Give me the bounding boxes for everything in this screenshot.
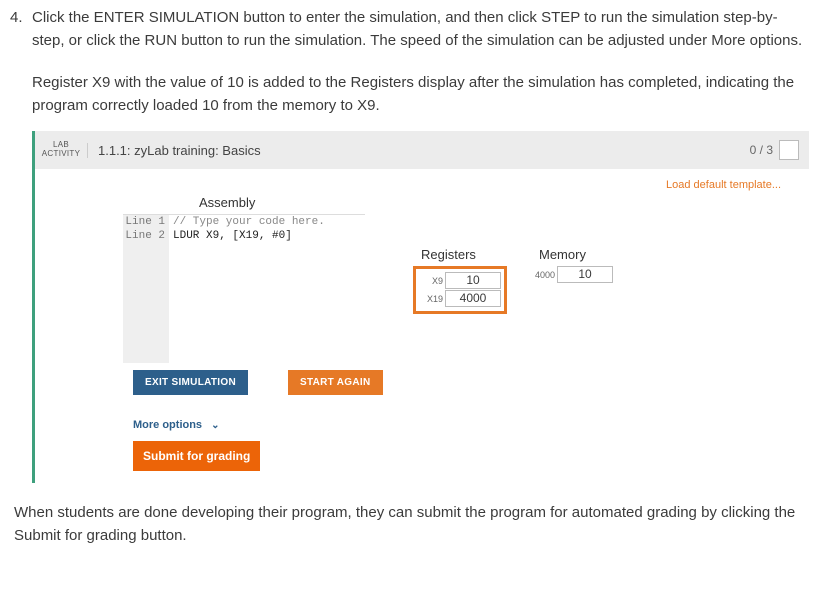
register-label: X9 — [419, 276, 445, 286]
lab-activity-container: LAB ACTIVITY 1.1.1: zyLab training: Basi… — [32, 131, 809, 483]
code-line: Line 2 LDUR X9, [X19, #0] — [123, 229, 365, 243]
register-row: X9 10 — [419, 272, 501, 289]
lab-header: LAB ACTIVITY 1.1.1: zyLab training: Basi… — [35, 131, 809, 169]
gutter-fill — [123, 243, 169, 363]
chevron-down-icon: ⌄ — [211, 420, 219, 431]
code-empty — [123, 243, 365, 363]
lab-title: 1.1.1: zyLab training: Basics — [87, 143, 750, 158]
simulation-area: Assembly Line 1 // Type your code here. … — [35, 195, 809, 483]
line-gutter: Line 2 — [123, 229, 169, 243]
register-label: X19 — [419, 294, 445, 304]
memory-panel: Memory 4000 10 — [531, 247, 613, 314]
data-panels: Registers X9 10 X19 4000 Memory — [413, 247, 613, 314]
memory-title: Memory — [531, 247, 613, 262]
register-value: 10 — [445, 272, 501, 289]
step-number: 4. — [10, 6, 32, 53]
result-description: Register X9 with the value of 10 is adde… — [32, 71, 809, 118]
step-instruction: 4. Click the ENTER SIMULATION button to … — [10, 6, 809, 53]
submit-for-grading-button[interactable]: Submit for grading — [133, 441, 260, 471]
lab-activity-badge: LAB ACTIVITY — [35, 141, 87, 159]
start-again-button[interactable]: START AGAIN — [288, 370, 383, 395]
code-line: Line 1 // Type your code here. — [123, 215, 365, 229]
register-row: X19 4000 — [419, 290, 501, 307]
line-gutter: Line 1 — [123, 215, 169, 229]
registers-panel: Registers X9 10 X19 4000 — [413, 247, 507, 314]
memory-value: 10 — [557, 266, 613, 283]
code-editor[interactable]: Line 1 // Type your code here. Line 2 LD… — [123, 214, 365, 362]
exit-simulation-button[interactable]: EXIT SIMULATION — [133, 370, 248, 395]
more-options-toggle[interactable]: More options ⌄ — [133, 419, 809, 431]
registers-box: X9 10 X19 4000 — [413, 266, 507, 314]
code-text: // Type your code here. — [169, 215, 325, 229]
lab-score: 0 / 3 — [750, 143, 773, 157]
memory-label: 4000 — [531, 270, 557, 280]
assembly-heading: Assembly — [199, 195, 809, 210]
footer-paragraph: When students are done developing their … — [14, 501, 805, 548]
lab-complete-checkbox[interactable] — [779, 140, 799, 160]
registers-title: Registers — [413, 247, 507, 262]
load-default-template-link[interactable]: Load default template... — [35, 169, 809, 195]
lab-label-bottom: ACTIVITY — [35, 150, 87, 159]
register-value: 4000 — [445, 290, 501, 307]
memory-row: 4000 10 — [531, 266, 613, 283]
more-options-label: More options — [133, 419, 202, 431]
step-text: Click the ENTER SIMULATION button to ent… — [32, 6, 809, 53]
code-text: LDUR X9, [X19, #0] — [169, 229, 292, 243]
